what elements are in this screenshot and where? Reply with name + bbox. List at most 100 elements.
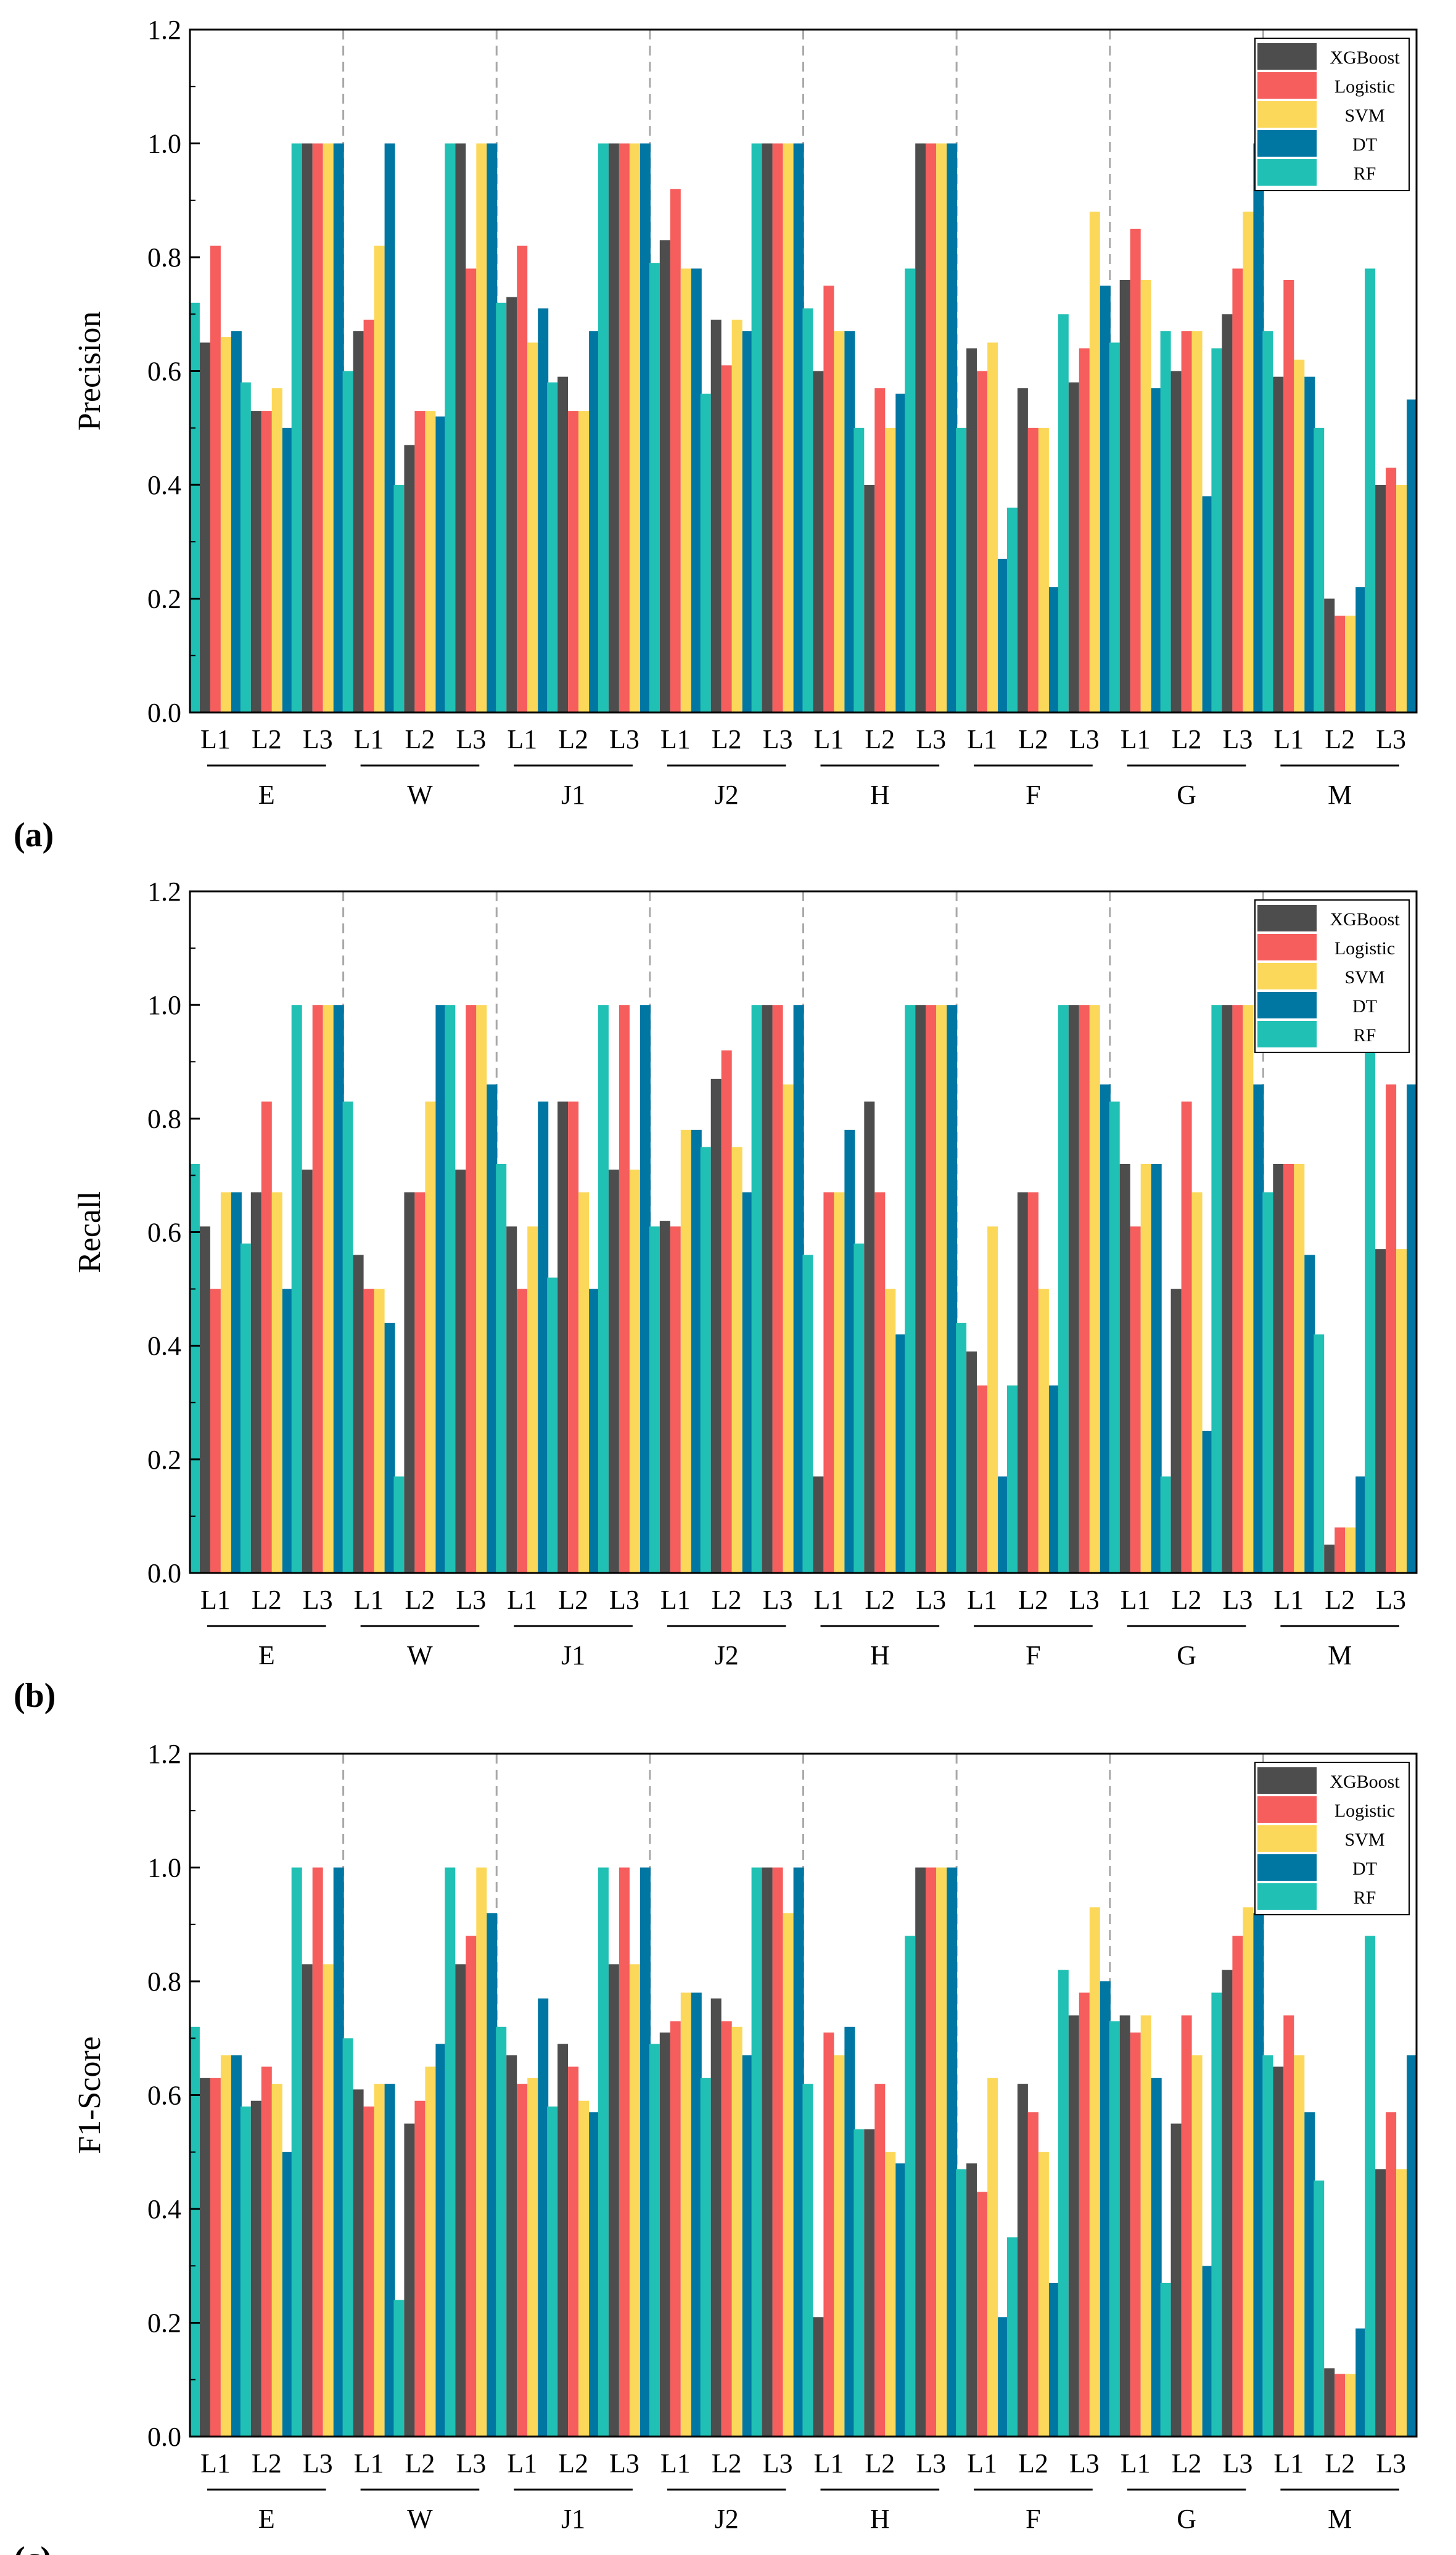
bar-xgboost-j2-l1 bbox=[659, 240, 670, 712]
bar-dt-m-l2 bbox=[1355, 2328, 1367, 2437]
bar-logistic-f-l3 bbox=[1079, 1992, 1090, 2437]
bar-svm-j1-l1 bbox=[527, 1226, 538, 1573]
bar-logistic-j2-l2 bbox=[721, 2021, 732, 2437]
level-label: L2 bbox=[865, 1585, 895, 1615]
bar-dt-e-l2 bbox=[282, 2152, 293, 2437]
bar-svm-e-l3 bbox=[323, 143, 334, 712]
bar-svm-f-l1 bbox=[987, 342, 998, 712]
bar-xgboost-j2-l3 bbox=[762, 143, 773, 712]
bar-logistic-f-l1 bbox=[977, 1385, 988, 1573]
bar-xgboost-m-l1 bbox=[1273, 2066, 1284, 2437]
level-label: L3 bbox=[916, 1585, 946, 1615]
bar-rf-w-l1 bbox=[342, 2038, 353, 2437]
bar-svm-h-l1 bbox=[834, 2055, 845, 2437]
bar-xgboost-g-l2 bbox=[1170, 371, 1182, 712]
bar-svm-j2-l2 bbox=[731, 2026, 742, 2437]
bar-xgboost-m-l3 bbox=[1375, 485, 1386, 712]
bar-xgboost-m-l3 bbox=[1375, 2169, 1386, 2437]
bar-rf-g-l2 bbox=[1160, 1476, 1171, 1573]
bar-svm-j2-l1 bbox=[680, 1992, 691, 2437]
y-axis-title: F1-Score bbox=[72, 2036, 107, 2154]
legend: XGBoost Logistic SVM DT RF bbox=[1254, 38, 1410, 191]
bar-xgboost-e-l2 bbox=[250, 2100, 261, 2437]
bar-rf-g-l3 bbox=[1211, 348, 1222, 712]
bar-svm-m-l1 bbox=[1294, 2055, 1305, 2437]
bar-logistic-m-l2 bbox=[1335, 616, 1346, 712]
bar-xgboost-w-l1 bbox=[353, 2089, 364, 2437]
bar-svm-e-l2 bbox=[271, 1192, 282, 1573]
bar-xgboost-f-l3 bbox=[1068, 382, 1079, 712]
bar-xgboost-e-l3 bbox=[302, 1964, 313, 2437]
bar-svm-g-l2 bbox=[1191, 331, 1203, 712]
bar-svm-j2-l1 bbox=[680, 1129, 691, 1574]
bar-svm-f-l2 bbox=[1038, 2152, 1049, 2437]
bar-xgboost-f-l1 bbox=[966, 1351, 977, 1573]
level-label: L1 bbox=[200, 2448, 231, 2479]
bar-logistic-j1-l1 bbox=[517, 1289, 528, 1573]
bar-rf-g-l2 bbox=[1160, 2282, 1171, 2437]
group-label: W bbox=[407, 2504, 433, 2534]
bar-rf-m-l3 bbox=[1365, 268, 1376, 712]
group-label: E bbox=[258, 2504, 275, 2534]
bar-dt-e-l3 bbox=[333, 1005, 344, 1573]
bar-logistic-j1-l1 bbox=[517, 2084, 528, 2437]
bar-logistic-e-l3 bbox=[312, 1005, 323, 1573]
bar-svm-j2-l1 bbox=[680, 268, 691, 712]
bar-svm-e-l3 bbox=[323, 1964, 334, 2437]
bar-logistic-w-l3 bbox=[466, 1005, 477, 1573]
legend-label-svm: SVM bbox=[1344, 967, 1384, 988]
level-label: L3 bbox=[609, 1585, 640, 1615]
bar-rf-e-l1 bbox=[189, 302, 200, 712]
group-label: G bbox=[1177, 1640, 1196, 1670]
group-label: H bbox=[870, 2504, 890, 2534]
bar-logistic-w-l2 bbox=[414, 2100, 426, 2437]
bar-svm-g-l1 bbox=[1140, 279, 1151, 712]
level-label: L1 bbox=[354, 724, 384, 754]
bar-svm-f-l3 bbox=[1089, 1005, 1100, 1573]
bar-xgboost-j2-l2 bbox=[710, 1998, 722, 2437]
bar-logistic-j1-l3 bbox=[619, 1005, 630, 1573]
level-label: L1 bbox=[200, 1585, 231, 1615]
y-tick-label: 0.0 bbox=[147, 1558, 181, 1588]
bar-dt-h-l2 bbox=[895, 394, 907, 712]
bar-xgboost-h-l3 bbox=[915, 1867, 926, 2437]
legend-swatch-xgboost bbox=[1257, 905, 1317, 931]
bar-rf-g-l1 bbox=[1109, 342, 1120, 712]
legend-swatch-logistic bbox=[1257, 934, 1317, 960]
bar-svm-h-l1 bbox=[834, 331, 845, 712]
y-tick-label: 1.2 bbox=[147, 877, 181, 907]
level-label: L3 bbox=[609, 724, 640, 754]
bar-svm-h-l1 bbox=[834, 1192, 845, 1573]
bar-logistic-g-l2 bbox=[1181, 331, 1192, 712]
level-label: L2 bbox=[1325, 2448, 1355, 2479]
bar-dt-e-l2 bbox=[282, 1289, 293, 1573]
bar-dt-e-l2 bbox=[282, 427, 293, 713]
bar-logistic-j1-l2 bbox=[568, 2066, 579, 2437]
chart-panel-2: L1 L2 L3 E L1 L2 L3 W L1 L2 L3 J1 L1 L2 L3 J2 L1 L2 L3 H L1 L… bbox=[14, 877, 1418, 1715]
bar-logistic-m-l1 bbox=[1283, 1164, 1294, 1573]
bar-svm-h-l2 bbox=[885, 2152, 896, 2437]
bar-dt-w-l3 bbox=[487, 1084, 498, 1573]
bar-xgboost-g-l1 bbox=[1119, 1164, 1130, 1573]
bar-svm-j2-l3 bbox=[783, 1084, 794, 1573]
bar-logistic-m-l1 bbox=[1283, 279, 1294, 712]
group-label: F bbox=[1026, 1640, 1040, 1670]
bar-svm-g-l1 bbox=[1140, 2015, 1151, 2437]
level-label: L3 bbox=[303, 1585, 333, 1615]
bar-logistic-e-l1 bbox=[210, 1289, 221, 1573]
level-label: L3 bbox=[1376, 1585, 1406, 1615]
bar-logistic-j1-l2 bbox=[568, 411, 579, 712]
level-label: L3 bbox=[763, 1585, 793, 1615]
bar-logistic-g-l1 bbox=[1130, 228, 1141, 712]
bar-xgboost-m-l2 bbox=[1324, 1545, 1335, 1573]
bar-dt-w-l3 bbox=[487, 1913, 498, 2437]
y-tick-label: 0.2 bbox=[147, 1445, 181, 1475]
bar-svm-g-l3 bbox=[1243, 1005, 1254, 1573]
bar-xgboost-h-l1 bbox=[813, 1476, 824, 1573]
bar-xgboost-e-l1 bbox=[199, 2078, 210, 2437]
group-label: G bbox=[1177, 2504, 1196, 2534]
bar-xgboost-w-l1 bbox=[353, 1255, 364, 1573]
level-label: L3 bbox=[1222, 1585, 1252, 1615]
bar-svm-w-l1 bbox=[374, 1289, 385, 1573]
bar-logistic-j2-l1 bbox=[670, 189, 681, 712]
